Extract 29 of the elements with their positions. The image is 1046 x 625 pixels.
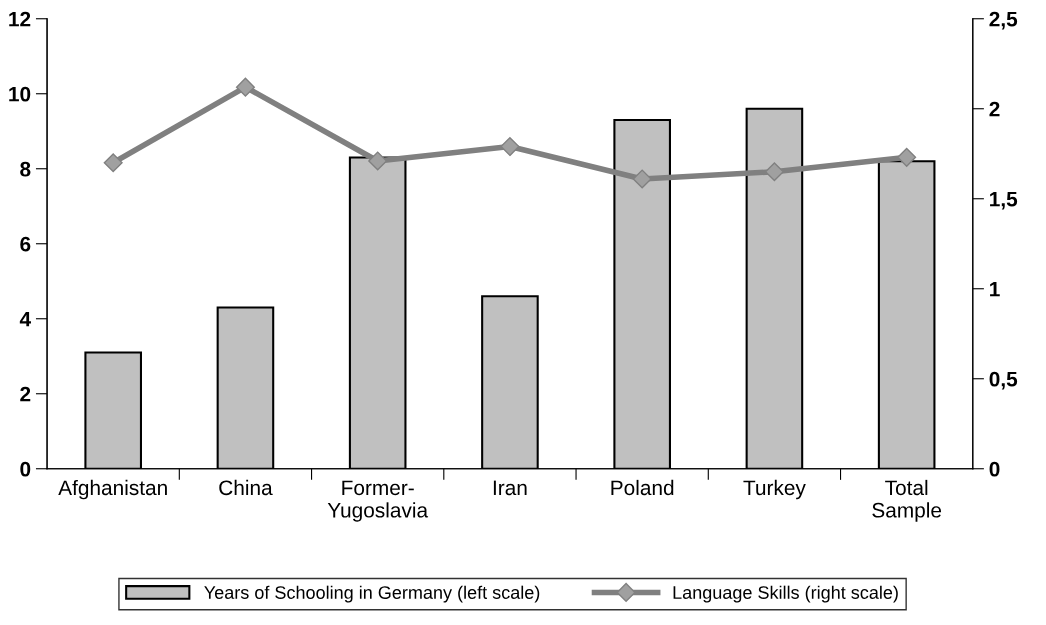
y-tick-label: 2 [20, 386, 31, 402]
x-tick-label: Poland [611, 479, 674, 496]
y2-tick-label: 2,5 [989, 11, 1018, 30]
x-tick-label: Former- Yugoslavia [327, 480, 429, 522]
y2-tick-label: 0 [989, 461, 1000, 477]
x-tick-label: China [219, 479, 273, 496]
legend-label: Years of Schooling in Germany (left scale) [204, 585, 540, 603]
x-tick-label: Iran [493, 480, 527, 496]
point [764, 162, 784, 182]
y2-tick-label: 1,5 [990, 191, 1018, 210]
y-tick-label: 12 [9, 11, 31, 27]
point [500, 137, 520, 157]
y2-tick-label: 0,5 [989, 371, 1018, 390]
x-tick-label: Turkey [743, 479, 806, 500]
point [632, 169, 652, 189]
y-tick-label: 4 [19, 311, 31, 327]
y-tick-label: 0 [20, 461, 31, 477]
y-tick-label: 6 [20, 236, 31, 252]
point [103, 153, 123, 173]
legend-label: Language Skills (right scale) [673, 585, 898, 603]
y-tick-label: 8 [20, 161, 31, 177]
y2-tick-label: 1 [990, 281, 1000, 297]
point [368, 151, 388, 171]
point [235, 77, 255, 97]
y2-tick-label: 2 [989, 101, 1000, 117]
y-tick-label: 10 [9, 86, 31, 102]
x-tick-label: Afghanistan [58, 479, 167, 500]
x-tick-label: Total Sample [872, 479, 942, 522]
point [897, 147, 917, 167]
